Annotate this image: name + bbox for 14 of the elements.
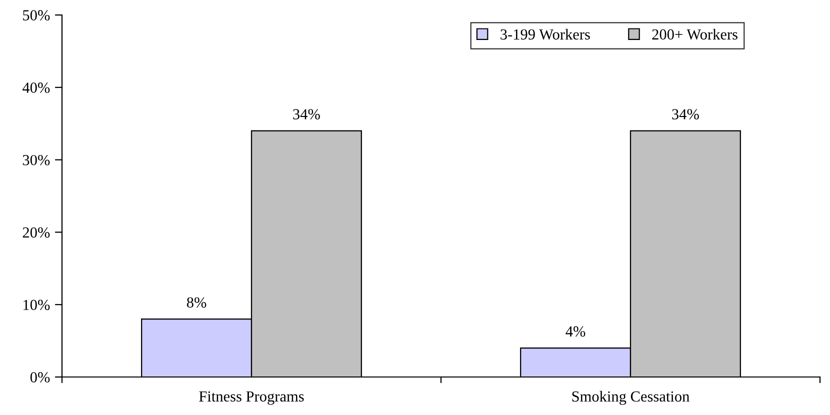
y-tick-label: 20% bbox=[22, 227, 50, 238]
legend-label: 200+ Workers bbox=[652, 28, 738, 40]
y-tick-label: 40% bbox=[22, 82, 50, 93]
data-label: 4% bbox=[566, 326, 586, 337]
y-tick-label: 10% bbox=[24, 300, 50, 310]
data-label: 34% bbox=[293, 109, 320, 120]
x-tick-label: Fitness Programs bbox=[199, 391, 304, 405]
y-tick-label: 50% bbox=[23, 10, 50, 20]
x-tick-label: Smoking Cessation bbox=[572, 390, 690, 405]
legend-label: 3-199 Workers bbox=[500, 28, 590, 40]
data-label: 34% bbox=[672, 109, 699, 120]
y-tick-label: 0% bbox=[30, 372, 50, 382]
data-label: 8% bbox=[186, 297, 206, 308]
y-tick-label: 30% bbox=[22, 154, 50, 166]
